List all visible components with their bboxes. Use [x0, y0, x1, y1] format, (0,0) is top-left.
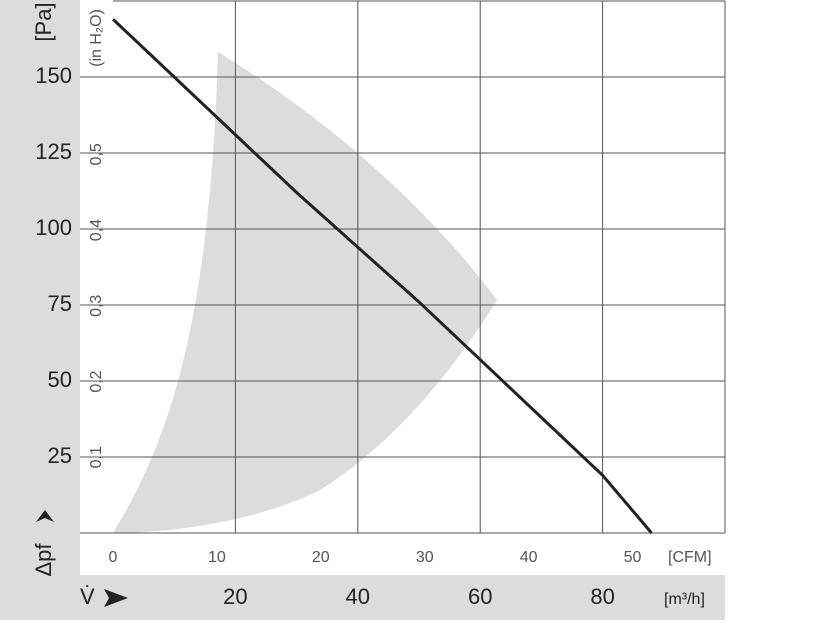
y2-tick-label: 0,2 [88, 370, 105, 392]
x-tick-label: 40 [346, 584, 370, 609]
y2-tick-label: 0,3 [88, 295, 105, 317]
x2-unit: [CFM] [668, 549, 712, 566]
x-axis-label: V̇ [80, 584, 95, 609]
y-tick-label: 100 [35, 215, 72, 240]
y-tick-label: 75 [48, 291, 72, 316]
y2-tick-label: 0,1 [88, 446, 105, 468]
x2-tick-label: 20 [312, 549, 330, 566]
x-tick-label: 80 [590, 584, 614, 609]
y2-tick-label: 0,4 [88, 219, 105, 241]
y-tick-label: 125 [35, 139, 72, 164]
x-arrow [104, 589, 128, 607]
curve [111, 18, 653, 534]
y-tick-label: 25 [48, 443, 72, 468]
y-tick-label: 50 [48, 367, 72, 392]
y-arrow [36, 510, 54, 522]
x2-tick-label: 10 [208, 549, 226, 566]
x-tick-label: 60 [468, 584, 492, 609]
y-tick-label: 150 [35, 63, 72, 88]
x2-tick-label: 50 [624, 549, 642, 566]
x2-tick-label: 0 [109, 549, 118, 566]
y-unit: [Pa] [31, 2, 56, 41]
x-unit: [m³/h] [664, 591, 705, 608]
x2-tick-label: 30 [416, 549, 434, 566]
operating-range [113, 52, 497, 533]
y2-unit: (in H₂O) [88, 9, 105, 67]
x-tick-label: 20 [223, 584, 247, 609]
x2-tick-label: 40 [520, 549, 538, 566]
y2-tick-label: 0,5 [88, 143, 105, 165]
y-axis-label: Δpf [31, 543, 56, 577]
left-band [0, 0, 80, 575]
